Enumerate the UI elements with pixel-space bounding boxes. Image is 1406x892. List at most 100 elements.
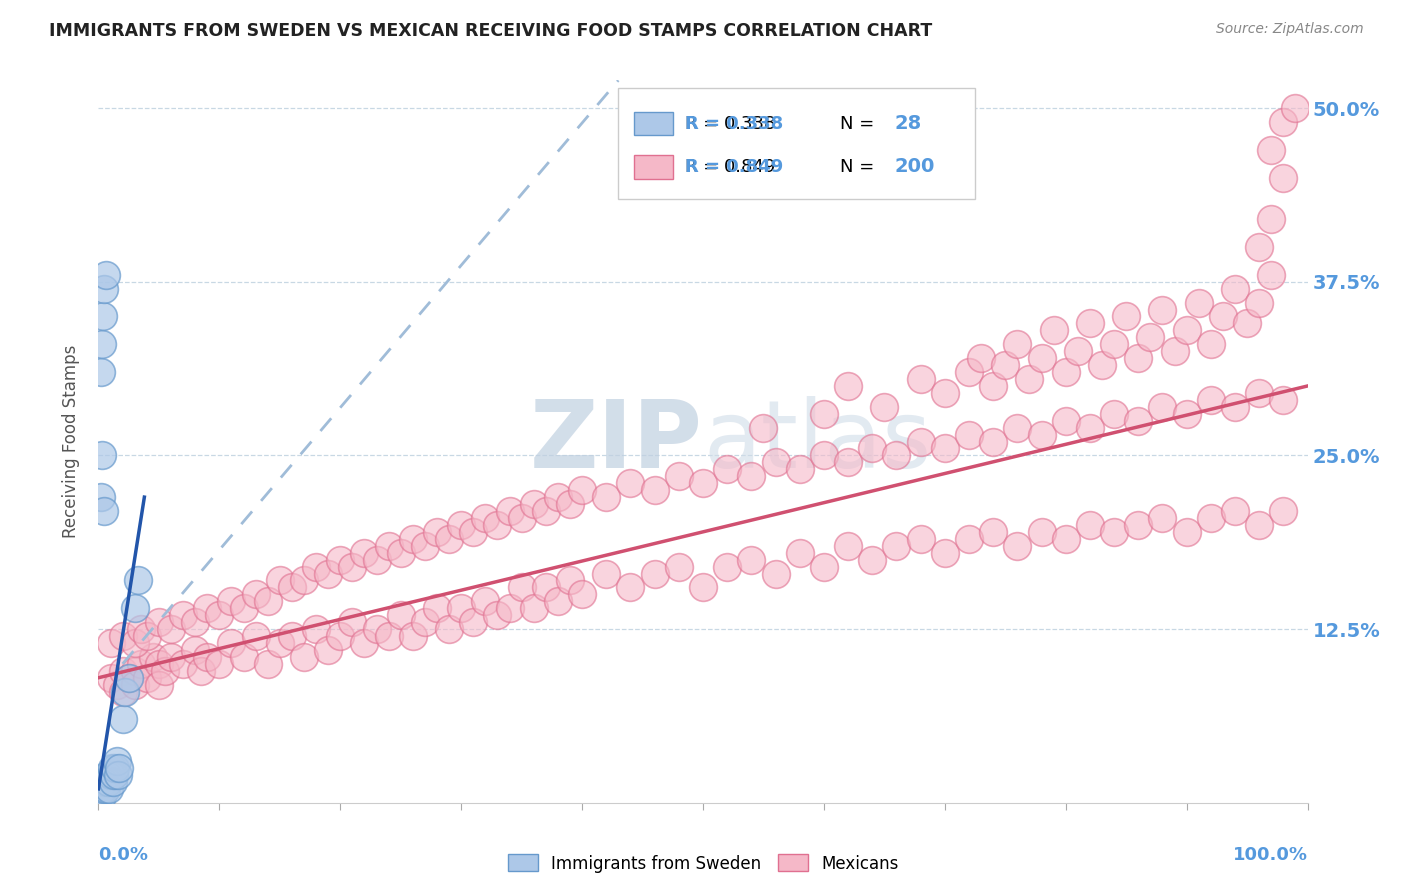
FancyBboxPatch shape — [634, 155, 672, 178]
Point — [100, 768, 122, 782]
Point — [886, 449, 908, 463]
Point — [595, 490, 617, 504]
Point — [463, 615, 485, 630]
Point — [692, 476, 714, 491]
Point — [305, 559, 328, 574]
Point — [1152, 302, 1174, 317]
Point — [1175, 323, 1198, 337]
Point — [221, 636, 243, 650]
Point — [886, 539, 908, 553]
Point — [184, 643, 207, 657]
Point — [860, 442, 883, 456]
Point — [1054, 532, 1077, 546]
Point — [100, 636, 122, 650]
Point — [1102, 524, 1125, 539]
Point — [389, 608, 412, 623]
Point — [1078, 420, 1101, 434]
Point — [292, 649, 315, 664]
Point — [534, 504, 557, 518]
Point — [1163, 344, 1185, 359]
Point — [1007, 539, 1029, 553]
Point — [208, 608, 231, 623]
Point — [837, 379, 859, 393]
Point — [107, 768, 129, 782]
Point — [934, 385, 956, 400]
Point — [190, 664, 212, 678]
Point — [1199, 337, 1222, 351]
Text: ZIP: ZIP — [530, 395, 703, 488]
Point — [101, 775, 124, 789]
Point — [127, 574, 149, 588]
Point — [486, 517, 509, 532]
Point — [510, 511, 533, 525]
Point — [129, 622, 152, 636]
Point — [498, 504, 520, 518]
Point — [534, 581, 557, 595]
Point — [148, 615, 170, 630]
Point — [124, 601, 146, 615]
Point — [342, 559, 364, 574]
Point — [1152, 400, 1174, 414]
Point — [1223, 400, 1246, 414]
Point — [1223, 282, 1246, 296]
Point — [1272, 115, 1295, 129]
Point — [450, 601, 472, 615]
Point — [98, 781, 121, 796]
Point — [90, 490, 112, 504]
Point — [619, 581, 641, 595]
Point — [1128, 517, 1150, 532]
Point — [195, 649, 218, 664]
Point — [118, 671, 141, 685]
Point — [486, 608, 509, 623]
Point — [129, 657, 152, 671]
Point — [1031, 351, 1053, 366]
Point — [1175, 407, 1198, 421]
Point — [105, 754, 128, 768]
Point — [172, 608, 194, 623]
Point — [437, 622, 460, 636]
Point — [142, 649, 165, 664]
Point — [1249, 385, 1271, 400]
Point — [377, 539, 399, 553]
Point — [94, 268, 117, 282]
Point — [619, 476, 641, 491]
Point — [910, 532, 932, 546]
Text: R = 0.849: R = 0.849 — [685, 158, 775, 176]
Point — [789, 462, 811, 476]
Point — [91, 781, 114, 796]
Point — [111, 684, 134, 698]
Point — [124, 636, 146, 650]
Point — [208, 657, 231, 671]
Point — [668, 469, 690, 483]
Point — [558, 574, 581, 588]
Point — [97, 775, 120, 789]
Point — [644, 566, 666, 581]
Point — [402, 532, 425, 546]
Text: N =: N = — [839, 115, 880, 133]
Point — [1223, 504, 1246, 518]
Point — [1272, 504, 1295, 518]
Point — [111, 629, 134, 643]
Point — [510, 581, 533, 595]
Point — [269, 574, 291, 588]
Point — [1042, 323, 1064, 337]
Point — [426, 524, 449, 539]
Point — [108, 761, 131, 775]
Point — [91, 310, 114, 324]
Point — [595, 566, 617, 581]
Point — [837, 539, 859, 553]
Point — [111, 664, 134, 678]
FancyBboxPatch shape — [619, 87, 976, 200]
Point — [957, 427, 980, 442]
Point — [245, 629, 267, 643]
Point — [1067, 344, 1090, 359]
Point — [740, 552, 762, 566]
Point — [860, 552, 883, 566]
Text: N =: N = — [839, 158, 880, 176]
Point — [316, 643, 339, 657]
Point — [1031, 427, 1053, 442]
Point — [103, 768, 125, 782]
Point — [957, 365, 980, 379]
Point — [752, 420, 775, 434]
Point — [1236, 317, 1258, 331]
